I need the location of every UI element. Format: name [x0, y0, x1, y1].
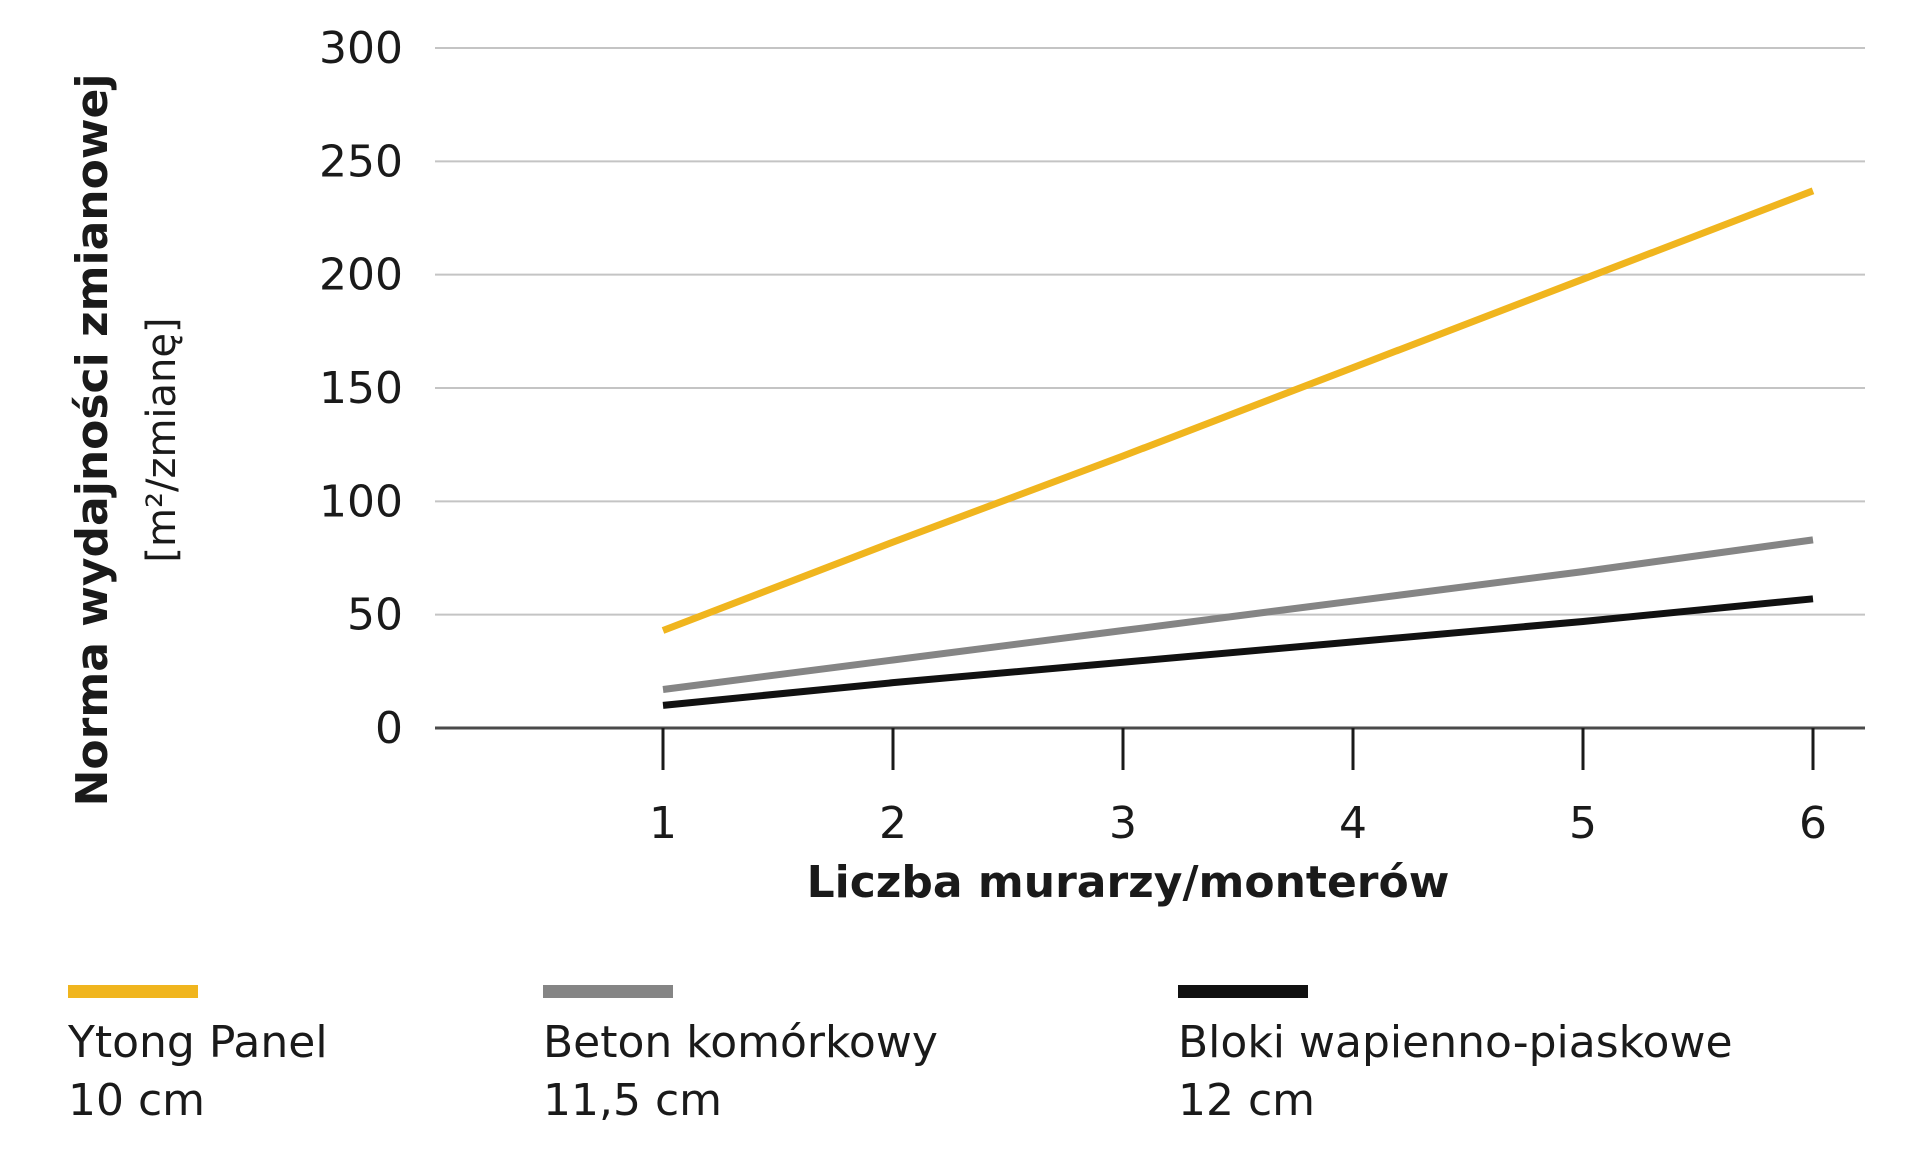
y-tick-label: 250 [319, 136, 403, 187]
x-tick-label: 6 [1799, 798, 1827, 849]
legend-sublabel: 10 cm [68, 1075, 206, 1126]
y-axis-title: Norma wydajności zmianowej [67, 74, 118, 807]
line-chart: 0 50 100 150 200 250 300 1 2 3 4 5 6 Liczba murarzy… [67, 23, 1865, 908]
y-tick-label: 100 [319, 476, 403, 527]
series-lines [661, 187, 1815, 709]
legend-label: Ytong Panel [68, 1017, 328, 1068]
y-tick-label: 0 [375, 703, 403, 754]
legend-item: Ytong Panel 10 cm [68, 985, 328, 1130]
x-axis: 1 2 3 4 5 6 [649, 728, 1827, 849]
y-tick-label: 50 [347, 590, 403, 641]
legend-swatch [1178, 985, 1308, 998]
y-axis-ticks: 0 50 100 150 200 250 300 [319, 23, 403, 754]
y-tick-label: 150 [319, 363, 403, 414]
legend-label: Beton komórkowy [543, 1017, 938, 1068]
y-tick-label: 200 [319, 250, 403, 301]
x-tick-label: 5 [1569, 798, 1597, 849]
legend-swatch [543, 985, 673, 998]
x-tick-label: 4 [1339, 798, 1367, 849]
x-axis-title: Liczba murarzy/monterów [807, 857, 1450, 908]
x-tick-label: 3 [1109, 798, 1137, 849]
legend-label: Bloki wapienno-piaskowe [1178, 1017, 1733, 1068]
legend-item: Beton komórkowy 11,5 cm [543, 985, 938, 1130]
series-line-2 [662, 536, 1814, 693]
gridlines [435, 47, 1865, 730]
series-line-3 [662, 595, 1814, 709]
legend-swatch [68, 985, 198, 998]
x-tick-label: 1 [649, 798, 677, 849]
y-axis-unit: [m²/zmianę] [139, 317, 185, 562]
y-tick-label: 300 [319, 23, 403, 74]
series-line-1 [661, 187, 1815, 634]
legend-sublabel: 11,5 cm [543, 1075, 723, 1126]
legend-item: Bloki wapienno-piaskowe 12 cm [1178, 985, 1733, 1130]
x-tick-label: 2 [879, 798, 907, 849]
legend-sublabel: 12 cm [1178, 1075, 1316, 1126]
